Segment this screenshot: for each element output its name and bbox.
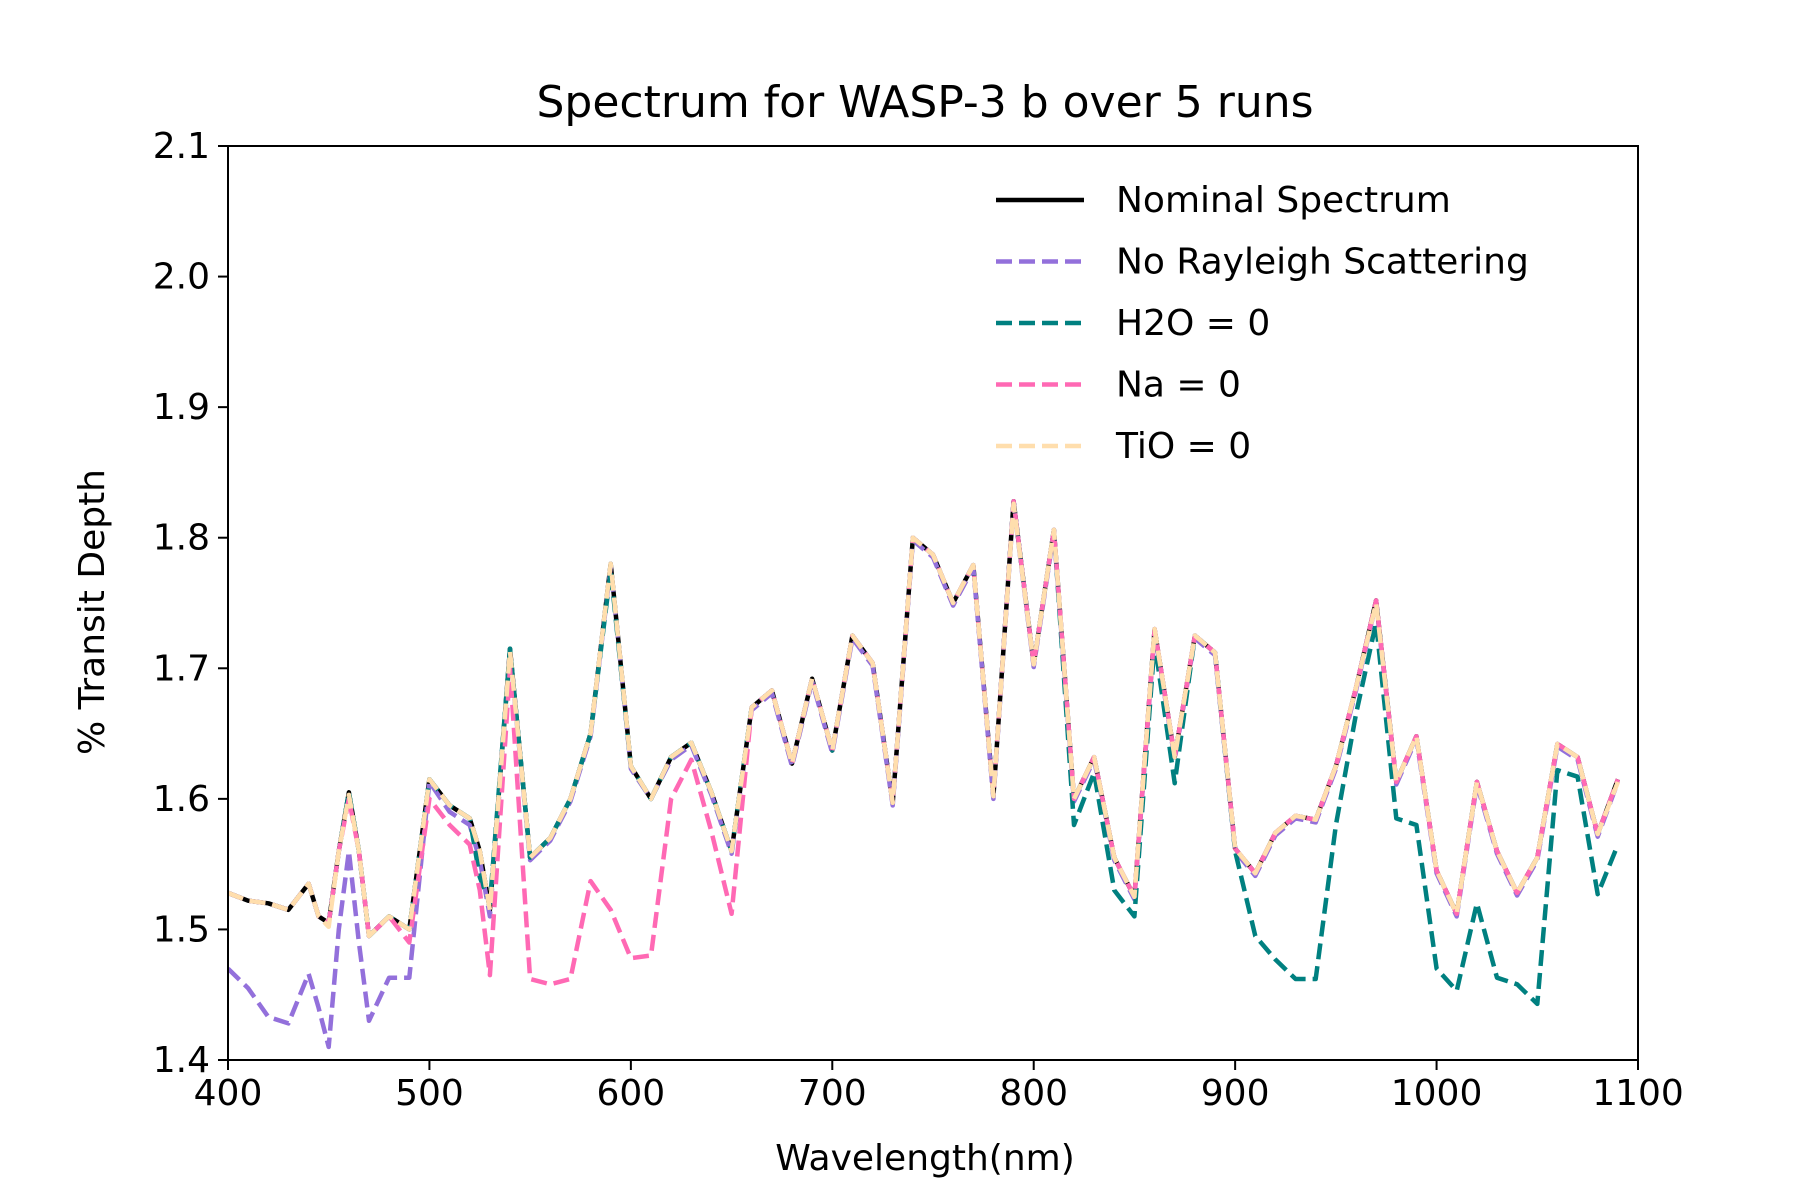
series-line-1 — [228, 498, 1621, 939]
legend: Nominal Spectrum No Rayleigh Scattering H2… — [996, 180, 1529, 467]
x-tick-label: 1100 — [1592, 1073, 1684, 1114]
plot-lines — [228, 498, 1621, 1050]
legend-label-5: TiO = 0 — [1115, 426, 1251, 467]
series-line-5 — [228, 501, 1620, 939]
x-tick-label: 900 — [1201, 1073, 1270, 1114]
x-tick-label: 800 — [999, 1073, 1068, 1114]
y-tick-label: 1.6 — [153, 779, 210, 820]
y-tick-label: 1.7 — [153, 648, 210, 689]
legend-label-4: Na = 0 — [1116, 365, 1241, 406]
y-tick-label: 1.9 — [153, 387, 210, 428]
legend-label-2: No Rayleigh Scattering — [1116, 242, 1529, 283]
y-axis-label: % Transit Depth — [72, 469, 113, 755]
chart-title: Spectrum for WASP-3 b over 5 runs — [536, 77, 1313, 128]
x-tick-label: 400 — [194, 1073, 263, 1114]
y-tick-label: 1.8 — [153, 518, 210, 559]
series-line-2 — [228, 501, 1621, 1050]
x-tick-label: 500 — [395, 1073, 464, 1114]
plot-frame — [227, 145, 1639, 1061]
x-tick-label: 1000 — [1391, 1073, 1483, 1114]
y-tick-label: 1.5 — [153, 909, 210, 950]
series-line-4 — [228, 498, 1621, 987]
legend-label-1: Nominal Spectrum — [1116, 180, 1451, 221]
y-tick-label: 2.0 — [153, 257, 210, 298]
y-tick-label: 2.1 — [153, 126, 210, 167]
legend-label-3: H2O = 0 — [1116, 303, 1270, 344]
x-tick-label: 600 — [596, 1073, 665, 1114]
x-axis-label: Wavelength(nm) — [775, 1138, 1075, 1179]
axes: 400 500 600 700 800 900 1000 1100 1.4 1.5 1.6 1.7 1.… — [153, 126, 1684, 1114]
x-tick-label: 700 — [798, 1073, 867, 1114]
y-tick-label: 1.4 — [153, 1040, 210, 1081]
